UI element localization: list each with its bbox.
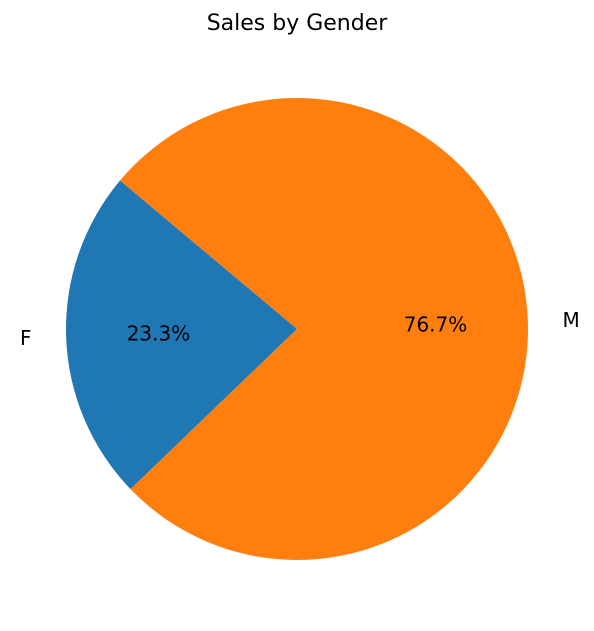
pie-labels: F 23.3% M 76.7% (20, 308, 580, 350)
chart-title: Sales by Gender (207, 11, 389, 36)
slice-label-m: M (563, 308, 580, 332)
pie-slice-m (120, 97, 529, 560)
slice-percent-m: 76.7% (404, 312, 468, 336)
slice-label-f: F (20, 326, 32, 350)
slice-percent-f: 23.3% (127, 322, 191, 346)
pie-slices (66, 97, 529, 560)
pie-slice-f (66, 180, 297, 490)
